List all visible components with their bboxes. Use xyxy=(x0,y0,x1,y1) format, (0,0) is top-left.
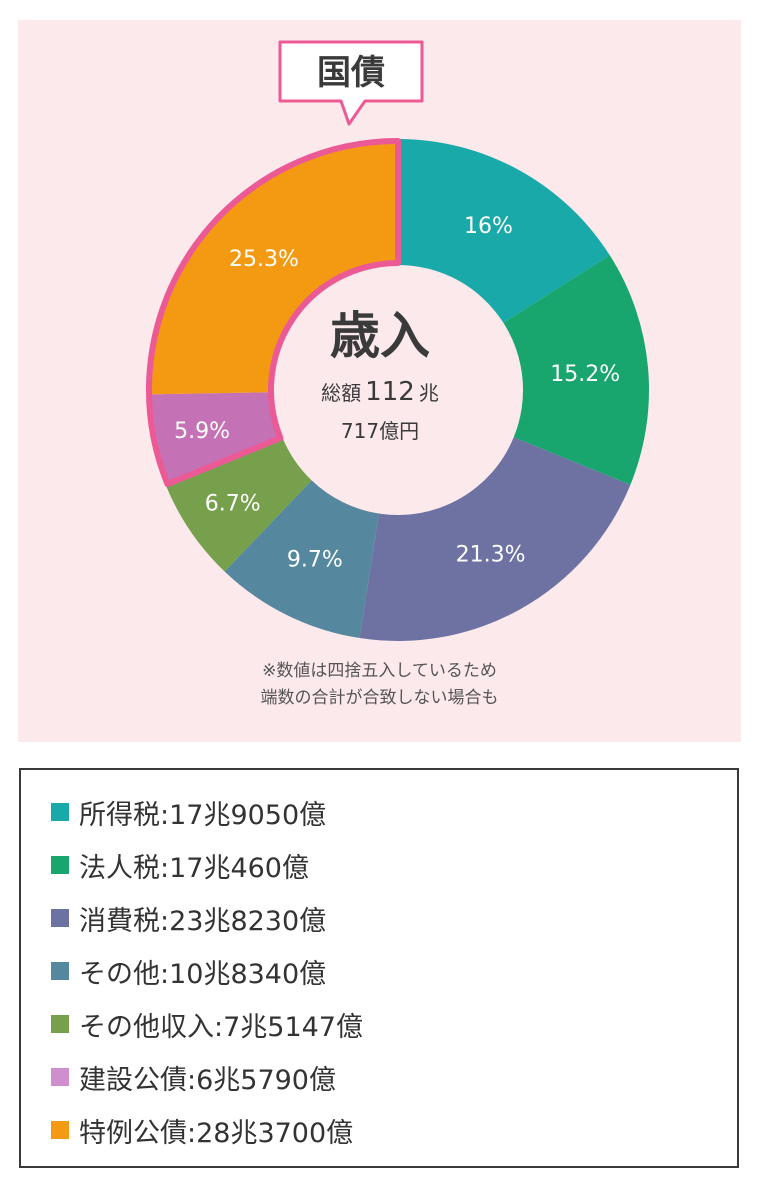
slice-label: 25.3% xyxy=(229,247,299,272)
total-unit: 兆 xyxy=(419,381,439,405)
slice-消費税 xyxy=(359,437,631,642)
callout: 国債 xyxy=(278,40,424,126)
footnote-line1: ※数値は四捨五入しているため xyxy=(262,661,497,681)
callout-box xyxy=(278,40,424,126)
legend-label: その他:10兆8340億 xyxy=(79,958,327,990)
slice-label: 21.3% xyxy=(456,543,526,568)
slice-その他 xyxy=(224,480,379,639)
legend-item-other: その他:10兆8340億 xyxy=(51,953,327,990)
callout-label: 国債 xyxy=(317,53,385,93)
slice-特例公債 xyxy=(147,139,398,395)
footnote-line2: 端数の合計が合致しない場合も xyxy=(260,688,499,708)
legend-label: 建設公債:6兆5790億 xyxy=(79,1064,336,1096)
slice-label: 5.9% xyxy=(174,419,230,444)
slice-label: 16% xyxy=(464,214,513,239)
donut-chart: 16% 15.2% 21.3% 9.7% 6.7% 5.9% 25.3% 国債 歳入 総額 1… xyxy=(146,40,650,642)
legend-swatch xyxy=(51,1121,69,1139)
slice-label: 9.7% xyxy=(287,548,343,573)
slice-法人税 xyxy=(503,255,650,485)
center-total-line1: 総額 112 兆 xyxy=(321,377,439,407)
slice-label: 15.2% xyxy=(550,362,620,387)
slice-label: 6.7% xyxy=(205,492,261,517)
bond-highlight-outline xyxy=(146,138,401,488)
legend-label: 消費税:23兆8230億 xyxy=(79,905,327,937)
center-title: 歳入 xyxy=(330,307,430,365)
legend-label: 特例公債:28兆3700億 xyxy=(79,1117,354,1149)
legend-label: 所得税:17兆9050億 xyxy=(79,799,327,831)
legend-item-consumption-tax: 消費税:23兆8230億 xyxy=(51,900,327,937)
legend-item-construction-bonds: 建設公債:6兆5790億 xyxy=(51,1059,336,1096)
legend-swatch xyxy=(51,909,69,927)
legend-swatch xyxy=(51,1015,69,1033)
legend-item-deficit-bonds: 特例公債:28兆3700億 xyxy=(51,1112,354,1149)
legend-label: 法人税:17兆460億 xyxy=(79,852,309,884)
legend-item-other-revenue: その他収入:7兆5147億 xyxy=(51,1006,363,1043)
center-total-line2: 717億円 xyxy=(341,419,419,443)
legend-swatch xyxy=(51,803,69,821)
legend: 所得税:17兆9050億 法人税:17兆460億 消費税:23兆8230億 その… xyxy=(19,768,739,1168)
slice-建設公債 xyxy=(147,392,283,485)
legend-swatch xyxy=(51,962,69,980)
chart-panel: 16% 15.2% 21.3% 9.7% 6.7% 5.9% 25.3% 国債 歳入 総額 1… xyxy=(18,20,741,742)
legend-swatch xyxy=(51,856,69,874)
total-prefix: 総額 xyxy=(321,381,361,405)
legend-item-income-tax: 所得税:17兆9050億 xyxy=(51,794,327,831)
legend-label: その他収入:7兆5147億 xyxy=(79,1011,363,1043)
legend-item-corporate-tax: 法人税:17兆460億 xyxy=(51,847,309,884)
slice-所得税 xyxy=(398,139,610,323)
total-number: 112 xyxy=(365,377,415,407)
legend-swatch xyxy=(51,1068,69,1086)
